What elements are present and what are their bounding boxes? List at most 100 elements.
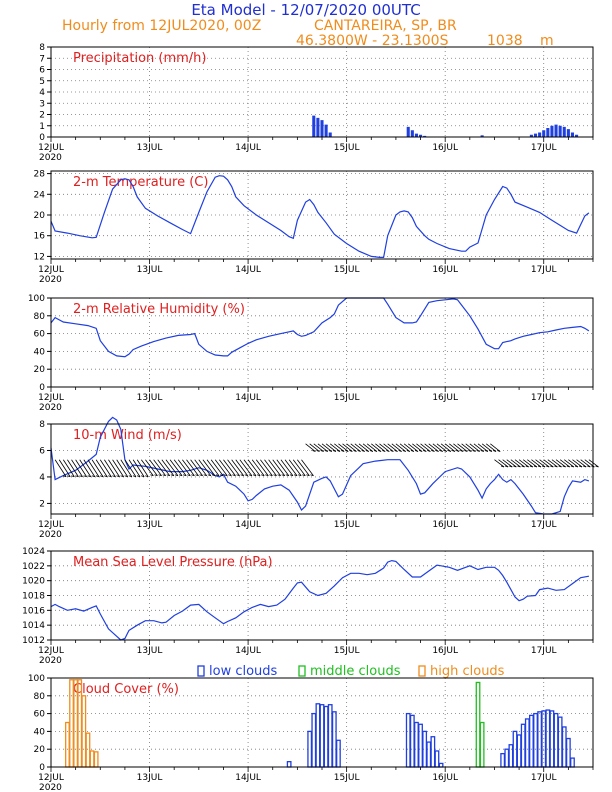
wind-arrow <box>502 459 513 468</box>
wind-arrow-head <box>558 465 562 468</box>
cloud-bar-low <box>422 730 428 768</box>
x-tick-label: 15JUL <box>334 520 360 530</box>
cloud-bar-middle <box>479 721 485 768</box>
y-tick-label: 1012 <box>22 636 45 646</box>
cloud-bar-low <box>520 723 526 768</box>
wind-arrow-head <box>310 474 314 477</box>
wind-arrow-head <box>298 474 302 477</box>
wind-arrow <box>399 443 411 452</box>
x-tick-label: 13JUL <box>137 520 163 530</box>
precip-bar <box>423 135 427 137</box>
wind-arrow <box>477 443 489 452</box>
wind-arrow-head <box>406 450 410 452</box>
wind-arrow-head <box>369 450 373 452</box>
wind-arrow <box>588 459 599 468</box>
x-tick-label: 13JUL <box>137 393 163 403</box>
wind-arrow-head <box>533 465 538 468</box>
wind-arrow-head <box>195 474 199 477</box>
y-tick-label: 1 <box>39 122 45 132</box>
wind-arrow-head <box>570 465 574 468</box>
x-tick-label: 17JUL <box>531 143 557 153</box>
wind-arrow-head <box>203 474 207 477</box>
cloud-bar-low <box>405 712 411 768</box>
wind-arrow <box>379 443 390 452</box>
wind-arrow <box>453 443 464 452</box>
x-tick-label: 16JUL <box>432 520 458 530</box>
precip-bar <box>324 124 328 137</box>
wind-arrow <box>239 459 253 476</box>
wind-arrow <box>58 459 71 477</box>
wind-arrow-head <box>170 474 174 477</box>
rh-line <box>50 297 590 358</box>
wind-arrow <box>490 443 501 452</box>
wind-arrow <box>317 443 328 452</box>
wind-arrow <box>457 443 468 452</box>
wind-arrow <box>346 443 357 452</box>
wind-arrow-head <box>320 450 324 452</box>
wind-arrow <box>485 443 497 452</box>
precip-bar <box>562 126 566 137</box>
wind-arrow-head <box>361 450 365 452</box>
panel-title: Cloud Cover (%) <box>73 682 179 697</box>
cloud-bar-low <box>537 711 543 768</box>
cloud-bar-low <box>504 748 510 768</box>
precip-bar <box>546 128 550 137</box>
wind-arrow-head <box>505 465 509 468</box>
wind-arrow <box>362 443 374 452</box>
x-tick-label: 14JUL <box>235 143 261 153</box>
wind-arrow-head <box>87 475 91 478</box>
wind-arrow-head <box>460 450 464 452</box>
wind-arrow-head <box>513 465 517 468</box>
wind-arrow-head <box>484 450 488 452</box>
panel-frame <box>50 550 594 641</box>
wind-arrow <box>576 459 587 468</box>
wind-arrow <box>173 459 187 476</box>
wind-arrow-head <box>595 465 599 468</box>
wind-arrow-head <box>509 465 513 468</box>
cloud-bar-low <box>434 750 440 768</box>
precip-bar <box>406 126 410 137</box>
wind-arrow <box>527 459 538 468</box>
x-year-label: 2020 <box>39 275 62 285</box>
wind-arrow <box>292 459 306 476</box>
wind-arrow-head <box>357 450 361 452</box>
wind-arrow-head <box>211 474 216 477</box>
wind-arrow <box>251 459 265 476</box>
wind-arrow <box>280 459 294 476</box>
wind-arrow-head <box>578 465 583 468</box>
y-tick-label: 6 <box>39 66 45 76</box>
wind-arrow-head <box>71 475 75 478</box>
y-tick-label: 2 <box>39 499 45 509</box>
precip-bar <box>410 130 414 137</box>
wind-arrow <box>555 459 566 468</box>
wind-arrow <box>342 443 353 452</box>
cloud-bar-low <box>286 761 292 768</box>
cloud-bar-low <box>561 726 567 768</box>
wind-arrow <box>104 459 116 477</box>
x-tick-label: 15JUL <box>334 646 360 656</box>
wind-arrow <box>235 459 249 476</box>
wind-arrow-head <box>566 465 570 468</box>
y-tick-label: 20 <box>34 365 46 375</box>
wind-arrow-head <box>336 450 341 452</box>
precip-bar <box>328 132 332 137</box>
precip-bar <box>316 117 320 137</box>
cloud-bar-low <box>549 710 555 768</box>
wind-arrow <box>568 459 579 468</box>
wind-arrow-head <box>191 474 195 477</box>
wind-arrow-head <box>340 450 345 452</box>
y-tick-label: 60 <box>34 330 46 340</box>
wind-arrow <box>338 443 349 452</box>
wind-arrow-head <box>377 450 382 452</box>
wind-arrow-head <box>414 450 419 452</box>
panel-wind: 2 4 6 8 12JUL 13JUL 14JUL 15JUL 16JUL 17JUL 2020 10… <box>38 416 599 540</box>
cloud-bar-low <box>315 703 321 768</box>
temp-line <box>50 175 590 258</box>
wind-arrow-head <box>316 450 320 452</box>
panel-frame <box>50 677 594 768</box>
wind-arrow-head <box>435 450 439 452</box>
x-tick-label: 17JUL <box>531 265 557 275</box>
wind-arrow <box>83 459 96 477</box>
